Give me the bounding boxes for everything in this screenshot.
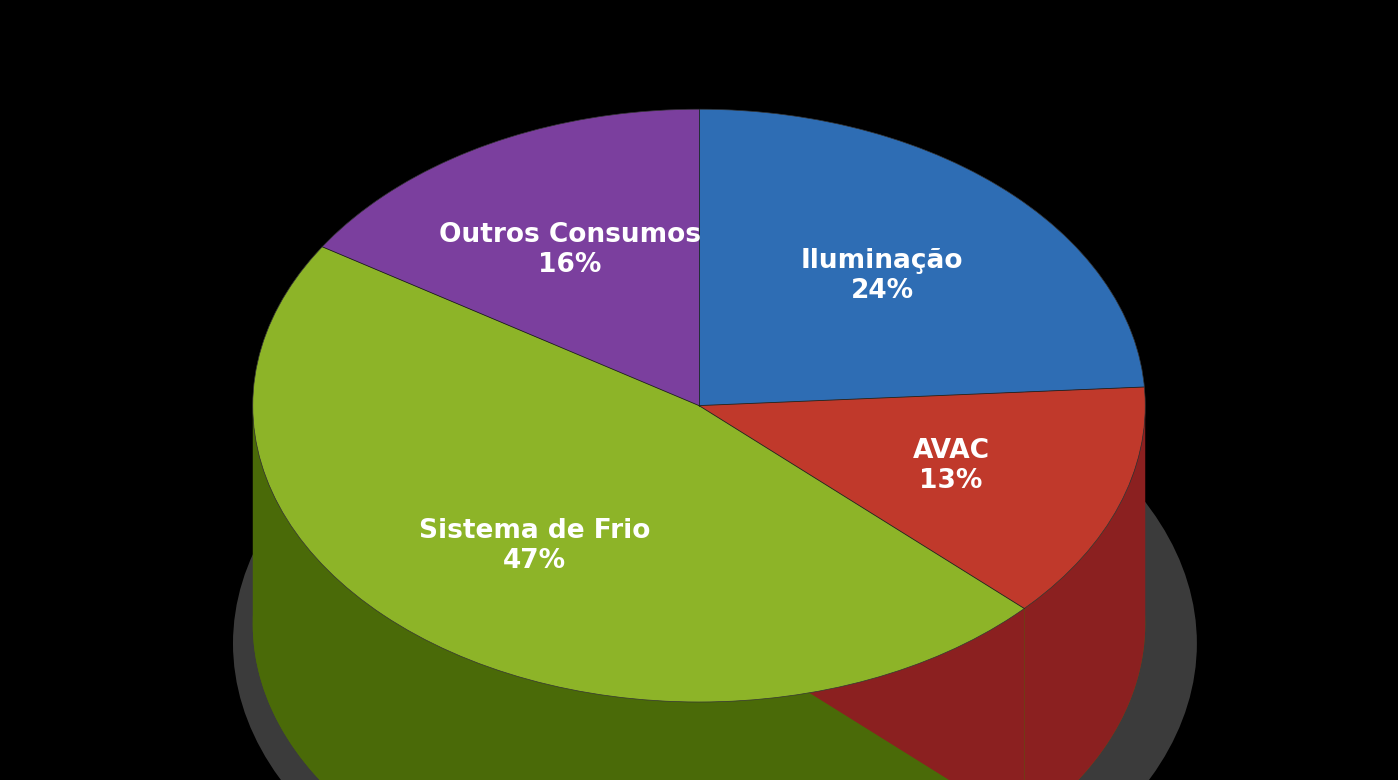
- Polygon shape: [699, 406, 1025, 780]
- Text: Iluminação
24%: Iluminação 24%: [801, 248, 963, 304]
- Polygon shape: [253, 408, 1025, 780]
- Text: AVAC
13%: AVAC 13%: [913, 438, 990, 494]
- Text: Outros Consumos
16%: Outros Consumos 16%: [439, 222, 700, 278]
- Polygon shape: [699, 387, 1145, 608]
- Ellipse shape: [253, 328, 1145, 780]
- Ellipse shape: [233, 329, 1197, 780]
- Polygon shape: [1025, 406, 1145, 780]
- Polygon shape: [322, 109, 699, 406]
- Polygon shape: [253, 246, 1025, 702]
- Text: Sistema de Frio
47%: Sistema de Frio 47%: [419, 518, 650, 574]
- Polygon shape: [699, 109, 1145, 406]
